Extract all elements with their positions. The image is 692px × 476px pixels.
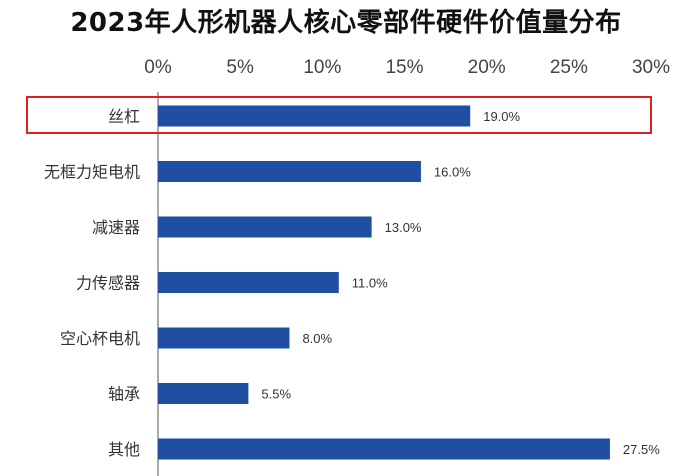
category-label: 轴承 [108,385,140,404]
data-label: 19.0% [483,109,520,124]
x-tick-label: 0% [144,57,172,78]
data-label: 11.0% [352,276,388,291]
data-label: 5.5% [261,387,291,402]
data-label: 27.5% [623,442,660,457]
x-tick-label: 30% [632,57,670,78]
data-label: 16.0% [434,165,471,180]
chart-title: 2023年人形机器人核心零部件硬件价值量分布 [70,8,622,38]
bar [158,105,471,127]
category-label: 其他 [108,440,140,459]
x-tick-label: 5% [226,57,254,78]
category-label: 力传感器 [76,274,140,293]
bar [158,272,339,293]
category-label: 减速器 [92,218,140,237]
highlight-box [26,96,652,134]
x-tick-label: 15% [385,57,423,78]
data-label: 8.0% [302,331,332,346]
x-tick-label: 25% [550,57,588,78]
bar [158,327,290,349]
x-tick-label: 10% [303,57,341,78]
category-label: 空心杯电机 [60,329,140,348]
bar [158,438,610,460]
bars-group [158,105,610,460]
data-label: 13.0% [385,220,422,235]
bar [158,216,372,238]
bar [158,383,249,404]
x-axis-ticks: 0% 5% 10% 15% 20% 25% 30% [144,57,670,78]
bar [158,161,421,182]
category-label: 丝杠 [108,107,140,126]
x-tick-label: 20% [468,57,506,78]
category-label: 无框力矩电机 [44,163,140,182]
data-labels: 19.0% 16.0% 13.0% 11.0% 8.0% 5.5% 27.5% [261,109,660,457]
